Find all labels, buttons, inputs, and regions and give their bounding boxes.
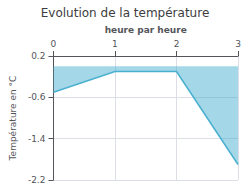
svg-text:-0.6: -0.6: [28, 92, 46, 102]
svg-text:3: 3: [235, 39, 241, 49]
svg-text:heure par heure: heure par heure: [105, 25, 187, 35]
svg-text:Evolution de la température: Evolution de la température: [41, 6, 210, 20]
svg-text:2: 2: [174, 39, 180, 49]
svg-text:-1.4: -1.4: [28, 134, 46, 144]
svg-text:Température en °C: Température en °C: [8, 76, 18, 162]
svg-text:-2.2: -2.2: [28, 175, 46, 185]
svg-text:0.2: 0.2: [31, 51, 45, 61]
svg-text:0: 0: [51, 39, 57, 49]
svg-text:1: 1: [112, 39, 118, 49]
